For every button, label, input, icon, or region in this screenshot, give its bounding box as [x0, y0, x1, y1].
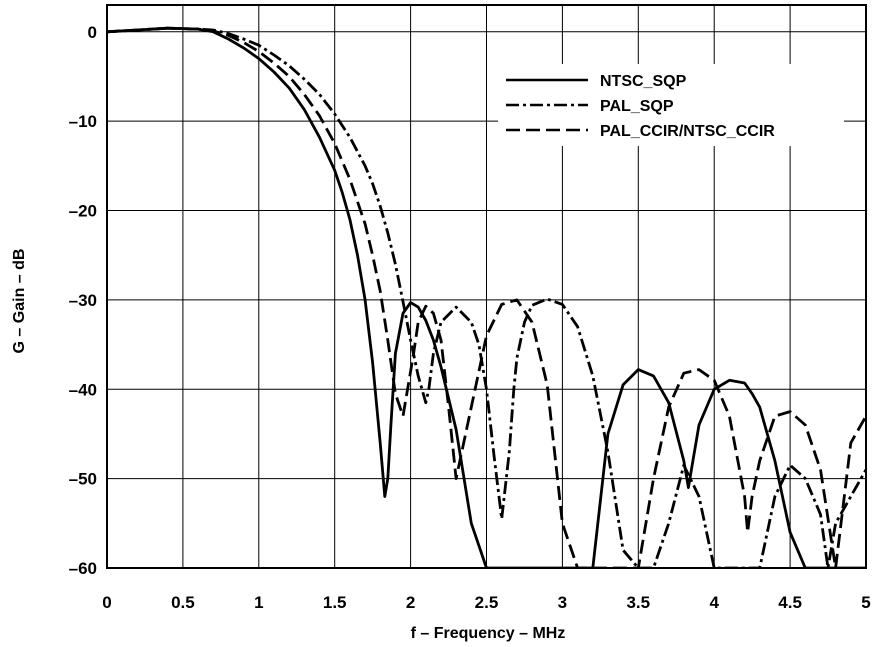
x-tick-label: 0.5 [171, 593, 195, 612]
y-tick-label: –10 [69, 112, 97, 131]
x-tick-label: 3.5 [626, 593, 650, 612]
y-tick-label: 0 [88, 23, 97, 42]
y-tick-label: –20 [69, 202, 97, 221]
legend: NTSC_SQP PAL_SQP PAL_CCIR/NTSC_CCIR [498, 64, 844, 146]
y-axis-label: G – Gain – dB [11, 249, 28, 354]
x-tick-label: 4.5 [778, 593, 802, 612]
x-tick-label: 5 [861, 593, 870, 612]
x-tick-label: 4 [709, 593, 719, 612]
x-tick-label: 1 [254, 593, 263, 612]
x-tick-label: 2.5 [475, 593, 499, 612]
legend-label-pal-ccir-ntsc-ccir: PAL_CCIR/NTSC_CCIR [600, 123, 775, 140]
series-line-ntsc-sqp [107, 26, 866, 568]
y-tick-label: –40 [69, 380, 97, 399]
y-tick-label: –50 [69, 470, 97, 489]
x-tick-label: 2 [406, 593, 415, 612]
tick-labels: 0 0.5 1 1.5 2 2.5 3 3.5 4 4.5 5 0 –10 –20 –30 –40 –50 –60 [69, 23, 871, 612]
legend-label-ntsc-sqp: NTSC_SQP [600, 73, 687, 90]
series-line-pal-ccir-ntsc-ccir [107, 26, 866, 568]
y-tick-label: –30 [69, 291, 97, 310]
x-tick-label: 0 [102, 593, 111, 612]
plot-frame [106, 4, 867, 569]
y-tick-label: –60 [69, 559, 97, 578]
x-tick-label: 3 [558, 593, 567, 612]
legend-label-pal-sqp: PAL_SQP [600, 98, 674, 115]
x-tick-label: 1.5 [323, 593, 347, 612]
series-lines [107, 26, 866, 568]
x-axis-label: f – Frequency – MHz [411, 625, 566, 642]
